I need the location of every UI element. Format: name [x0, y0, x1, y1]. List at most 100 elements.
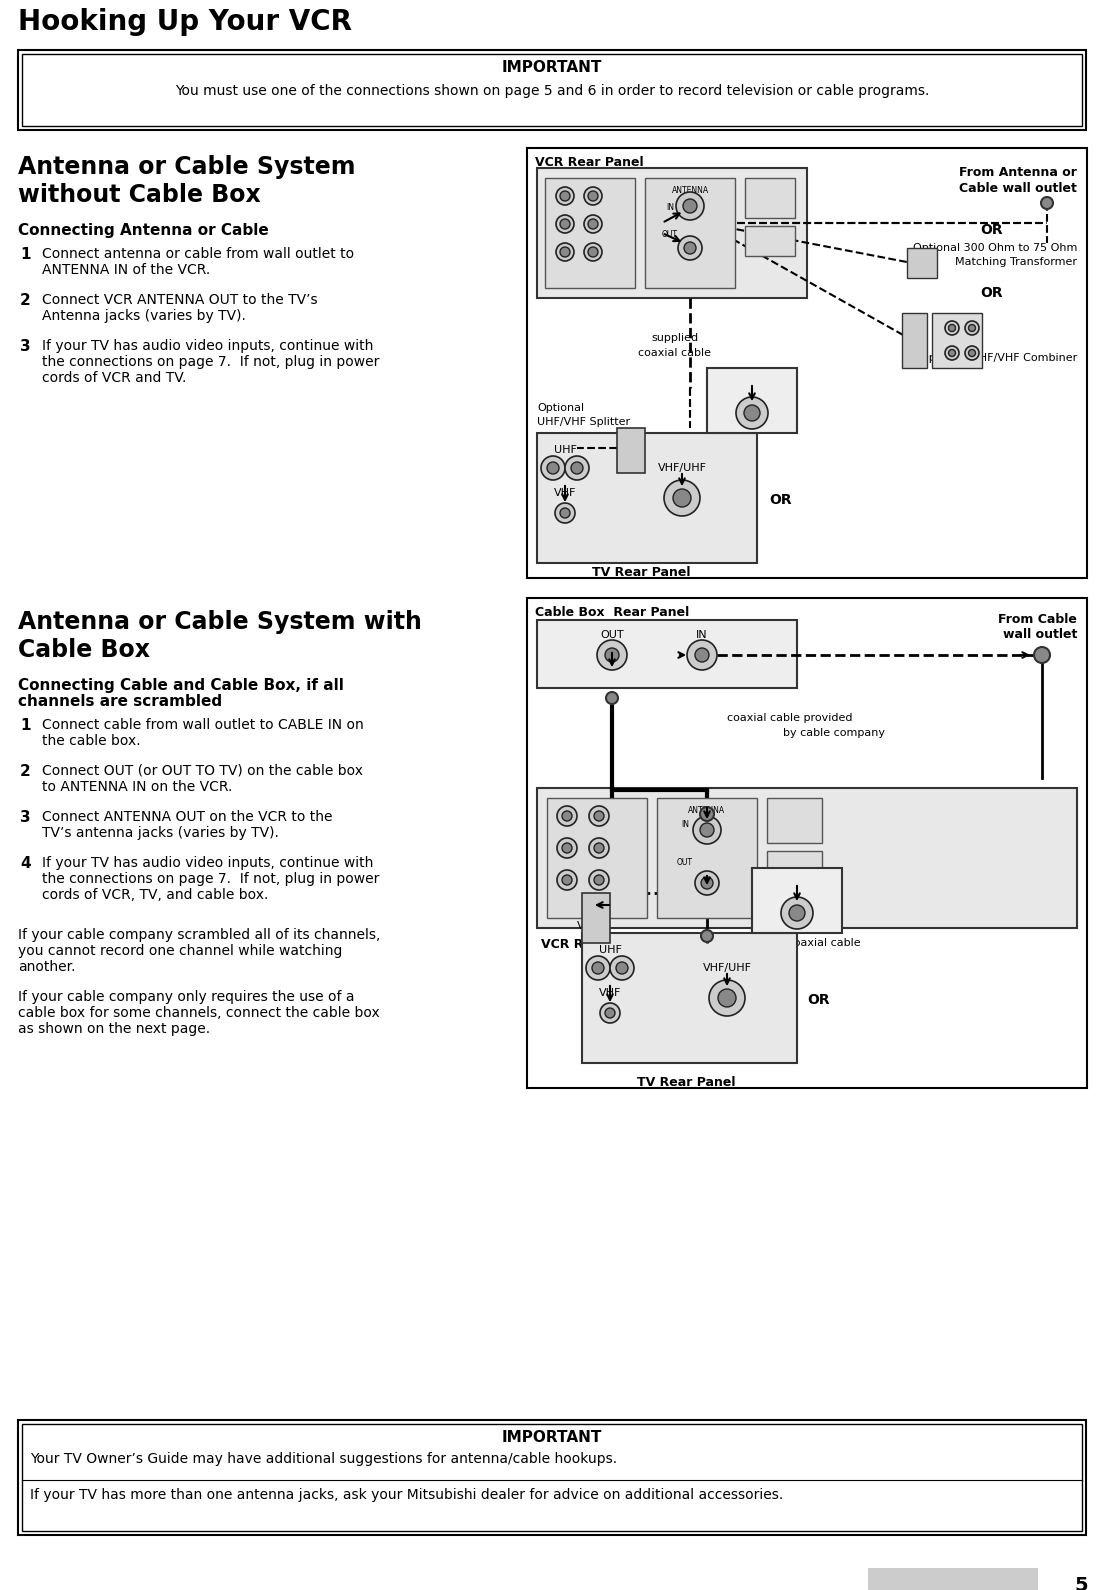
Text: VCR Rear Panel: VCR Rear Panel	[535, 156, 644, 169]
Circle shape	[597, 641, 627, 669]
Text: Antenna or Cable System with: Antenna or Cable System with	[18, 611, 422, 634]
Text: OUT: OUT	[662, 231, 678, 238]
Text: VHF/UHF: VHF/UHF	[658, 463, 707, 472]
Circle shape	[1041, 197, 1053, 208]
Text: IMPORTANT: IMPORTANT	[502, 1429, 602, 1445]
Text: Connecting Cable and Cable Box, if all: Connecting Cable and Cable Box, if all	[18, 677, 343, 693]
Bar	[745, 226, 795, 256]
Bar	[527, 598, 1087, 1088]
Bar	[645, 178, 735, 288]
Bar	[767, 798, 822, 843]
Text: If your cable company only requires the use of a: If your cable company only requires the …	[18, 991, 354, 1003]
Circle shape	[594, 875, 604, 886]
Circle shape	[560, 219, 570, 229]
Text: without Cable Box: without Cable Box	[18, 183, 261, 207]
Bar	[617, 428, 645, 472]
Text: UHF: UHF	[598, 944, 622, 956]
Text: Optional: Optional	[537, 402, 584, 413]
Text: Connect OUT (or OUT TO TV) on the cable box: Connect OUT (or OUT TO TV) on the cable …	[42, 765, 363, 778]
Circle shape	[606, 692, 618, 704]
Text: VHF: VHF	[598, 987, 622, 999]
Circle shape	[556, 188, 574, 205]
Text: IN: IN	[681, 820, 689, 828]
Text: UHF/VHF Splitter: UHF/VHF Splitter	[537, 417, 630, 428]
Text: 1: 1	[20, 719, 31, 733]
Bar	[537, 789, 1078, 929]
Circle shape	[562, 875, 572, 886]
Bar	[707, 367, 797, 432]
Text: You must use one of the connections shown on page 5 and 6 in order to record tel: You must use one of the connections show…	[174, 84, 930, 99]
Text: VHF/UHF: VHF/UHF	[773, 886, 821, 897]
Bar	[907, 248, 937, 278]
Circle shape	[558, 838, 577, 859]
Circle shape	[683, 199, 697, 213]
Circle shape	[560, 191, 570, 200]
Text: OR: OR	[769, 493, 792, 507]
Text: coaxial cable: coaxial cable	[638, 348, 711, 358]
Circle shape	[744, 405, 760, 421]
Text: 3: 3	[20, 339, 31, 355]
Text: by cable company: by cable company	[728, 728, 885, 738]
Circle shape	[673, 490, 691, 507]
Text: Antenna jacks (varies by TV).: Antenna jacks (varies by TV).	[42, 308, 246, 323]
Bar	[22, 54, 1082, 126]
Text: VHF/UHF: VHF/UHF	[728, 386, 776, 396]
Circle shape	[565, 456, 590, 480]
Text: coaxial cable provided: coaxial cable provided	[728, 712, 852, 723]
Text: From Cable: From Cable	[998, 614, 1078, 626]
Text: to ANTENNA IN on the VCR.: to ANTENNA IN on the VCR.	[42, 781, 232, 793]
Text: OR: OR	[980, 223, 1004, 237]
Bar	[582, 894, 611, 943]
Circle shape	[968, 350, 976, 356]
Circle shape	[687, 641, 716, 669]
Text: as shown on the next page.: as shown on the next page.	[18, 1022, 210, 1037]
Text: IN: IN	[666, 204, 675, 211]
Circle shape	[586, 956, 611, 979]
Text: TV Rear Panel: TV Rear Panel	[637, 1076, 735, 1089]
Text: Connect antenna or cable from wall outlet to: Connect antenna or cable from wall outle…	[42, 246, 354, 261]
Circle shape	[664, 480, 700, 517]
Text: the connections on page 7.  If not, plug in power: the connections on page 7. If not, plug …	[42, 355, 380, 369]
Text: OR: OR	[980, 286, 1004, 301]
Circle shape	[560, 507, 570, 518]
Text: VHF: VHF	[554, 488, 576, 498]
Circle shape	[693, 816, 721, 844]
Circle shape	[968, 324, 976, 331]
Circle shape	[700, 808, 714, 820]
Text: you cannot record one channel while watching: you cannot record one channel while watc…	[18, 944, 342, 959]
Text: VHF: VHF	[577, 921, 599, 932]
Text: 1: 1	[20, 246, 31, 262]
Circle shape	[588, 219, 598, 229]
Bar	[582, 933, 797, 1064]
Circle shape	[709, 979, 745, 1016]
Circle shape	[590, 838, 609, 859]
Bar	[537, 169, 807, 297]
Text: IN: IN	[697, 630, 708, 641]
Circle shape	[605, 1008, 615, 1018]
Text: IMPORTANT: IMPORTANT	[502, 60, 602, 75]
Text: From Antenna or: From Antenna or	[959, 165, 1078, 180]
Circle shape	[588, 246, 598, 258]
Text: VHF/UHF: VHF/UHF	[702, 964, 752, 973]
Bar	[657, 798, 757, 917]
Circle shape	[696, 649, 709, 661]
Text: 4: 4	[20, 855, 31, 871]
Text: VCR Rear Panel: VCR Rear Panel	[541, 938, 649, 951]
Text: UHF: UHF	[577, 873, 599, 882]
Circle shape	[701, 930, 713, 941]
Bar	[18, 1420, 1086, 1534]
Circle shape	[594, 811, 604, 820]
Text: Antenna or Cable System: Antenna or Cable System	[18, 154, 355, 180]
Bar	[752, 868, 842, 933]
Text: TV’s antenna jacks (varies by TV).: TV’s antenna jacks (varies by TV).	[42, 825, 279, 840]
Text: If your cable company scrambled all of its channels,: If your cable company scrambled all of i…	[18, 929, 381, 941]
Text: Hooking Up Your VCR: Hooking Up Your VCR	[18, 8, 352, 37]
Text: 2: 2	[20, 293, 31, 308]
Circle shape	[678, 235, 702, 261]
Text: Optional UHF/VHF Combiner: Optional UHF/VHF Combiner	[920, 353, 1078, 363]
Text: ANTENNA IN of the VCR.: ANTENNA IN of the VCR.	[42, 262, 210, 277]
Text: cords of VCR and TV.: cords of VCR and TV.	[42, 370, 187, 385]
Text: cords of VCR, TV, and cable box.: cords of VCR, TV, and cable box.	[42, 887, 268, 902]
Circle shape	[555, 502, 575, 523]
Bar	[545, 178, 635, 288]
